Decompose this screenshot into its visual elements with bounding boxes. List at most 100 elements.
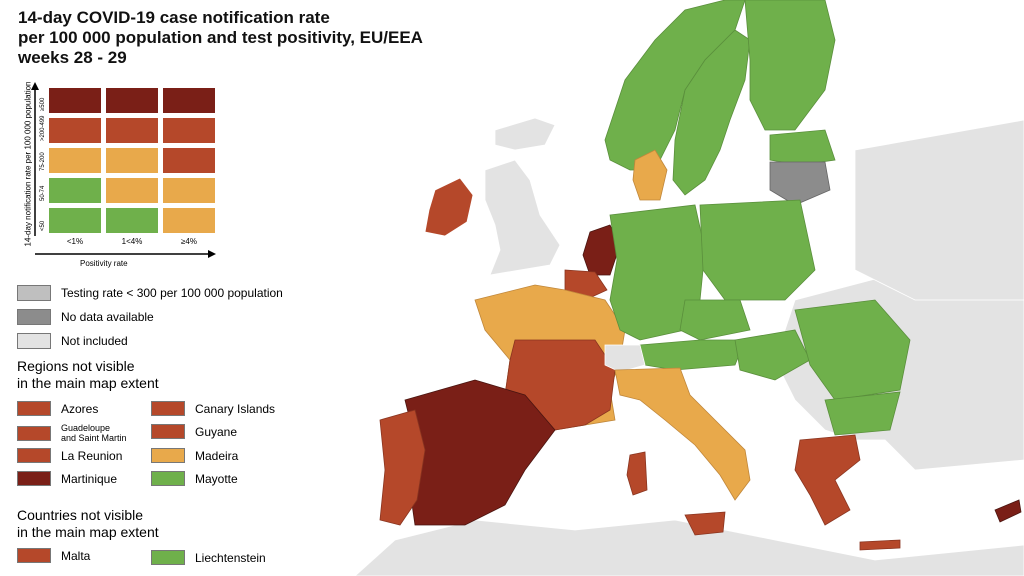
countries-heading-line-2: in the main map extent [17,524,159,540]
swatch-canary-islands [151,401,185,416]
countries-heading: Countries not visible in the main map ex… [17,507,159,541]
map-region-lithuania [769,161,831,206]
map-region-austria [639,339,746,371]
matrix-cell [105,117,159,144]
regions-heading-line-1: Regions not visible [17,358,135,374]
swatch-malta [17,548,51,563]
region-canary-islands-label: Canary Islands [195,401,276,416]
swatch-no-data [17,309,51,325]
europe-map [355,0,1024,576]
title-line-3: weeks 28 - 29 [18,48,127,67]
regions-heading-line-2: in the main map extent [17,375,159,391]
map-region-romania [794,299,911,401]
region-guyane: Guyane [151,424,237,439]
matrix-y-label: 14-day notification rate per 100 000 pop… [23,81,33,247]
x-axis-arrowhead [208,250,216,258]
legend-not-included-label: Not included [61,334,128,348]
swatch-guyane [151,424,185,439]
map-region-czechia [679,299,751,341]
swatch-la-reunion [17,448,51,463]
map-region-sardinia [626,451,648,496]
matrix-cell [105,177,159,204]
map-region-poland [699,199,816,301]
matrix-cell [48,207,102,234]
matrix-cell [162,117,216,144]
matrix-cell [48,87,102,114]
map-region-bulgaria [824,391,901,436]
title-line-2: per 100 000 population and test positivi… [18,28,423,47]
map-region-denmark [632,149,668,201]
color-matrix-legend: 14-day notification rate per 100 000 pop… [10,78,230,273]
map-region-eastern-europe [854,119,1024,301]
map-region-crete [859,539,901,551]
region-guadeloupe-label-line-1: Guadeloupe [61,423,111,433]
map-region-italy [614,367,751,501]
matrix-cell [105,207,159,234]
region-guyane-label: Guyane [195,424,238,439]
country-malta: Malta [17,548,90,563]
swatch-martinique [17,471,51,486]
country-malta-label: Malta [61,548,91,563]
region-la-reunion: La Reunion [17,448,122,463]
matrix-y-tick: <50 [40,220,46,231]
matrix-x-label: Positivity rate [80,259,128,268]
region-martinique: Martinique [17,471,117,486]
region-mayotte: Mayotte [151,471,238,486]
map-region-sicily [684,511,726,536]
map-region-ireland [424,177,474,237]
region-martinique-label: Martinique [61,471,118,486]
country-liechtenstein-label: Liechtenstein [195,550,266,565]
map-region-greece [794,434,861,526]
matrix-x-tick: 1<4% [121,237,143,246]
matrix-y-tick: 75-200 [40,152,46,171]
matrix-cell [48,117,102,144]
region-guadeloupe-label-line-2: and Saint Martin [61,433,127,443]
map-region-sweden [672,29,751,196]
y-axis-arrowhead [31,82,39,90]
matrix-cell [162,147,216,174]
matrix-cell [162,207,216,234]
legend-no-data-label: No data available [61,310,154,324]
region-la-reunion-label: La Reunion [61,448,123,463]
region-canary-islands: Canary Islands [151,401,275,416]
countries-heading-line-1: Countries not visible [17,507,144,523]
map-region-hungary [734,329,811,381]
region-mayotte-label: Mayotte [195,471,238,486]
swatch-madeira [151,448,185,463]
region-guadeloupe-label: Guadeloupe and Saint Martin [61,423,127,443]
legend-not-included: Not included [17,333,128,349]
matrix-cell [105,87,159,114]
matrix-x-tick: <1% [66,237,84,246]
matrix-cell [162,87,216,114]
map-region-africa [355,519,1024,576]
matrix-y-tick: >200-499 [40,115,46,141]
country-liechtenstein: Liechtenstein [151,550,266,565]
legend-testing-low-label: Testing rate < 300 per 100 000 populatio… [61,286,283,300]
matrix-y-tick: ≥500 [40,97,46,111]
map-region-united-kingdom [484,159,561,276]
region-guadeloupe: Guadeloupe and Saint Martin [17,423,127,443]
region-azores-label: Azores [61,401,99,416]
map-region-iceland [494,117,556,151]
matrix-axes [31,82,216,258]
matrix-cell [105,147,159,174]
matrix-y-tick: 50-74 [40,185,46,201]
region-madeira: Madeira [151,448,238,463]
region-azores: Azores [17,401,98,416]
region-madeira-label: Madeira [195,448,239,463]
matrix-cell [48,147,102,174]
matrix-cell [162,177,216,204]
map-region-switzerland [604,344,646,373]
map-region-germany [609,204,706,341]
map-region-netherlands [582,224,621,276]
legend-testing-low: Testing rate < 300 per 100 000 populatio… [17,285,283,301]
legend-no-data: No data available [17,309,154,325]
map-region-portugal [379,409,426,526]
map-title: 14-day COVID-19 case notification rate p… [18,8,423,68]
swatch-azores [17,401,51,416]
map-region-estonia-latvia [769,129,836,166]
swatch-guadeloupe [17,425,51,441]
matrix-x-tick: ≥4% [181,237,197,246]
swatch-mayotte [151,471,185,486]
map-region-cyprus [994,499,1022,523]
